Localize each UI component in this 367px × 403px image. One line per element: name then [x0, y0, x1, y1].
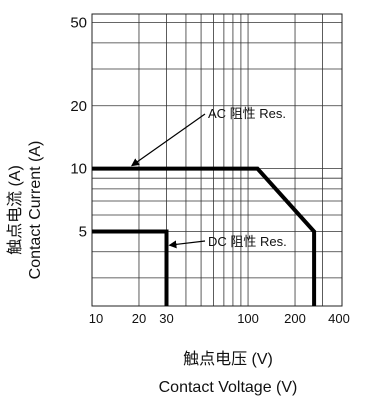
y-tick-label: 10 [70, 161, 87, 178]
annotation-ac: AC 阻性 Res. [208, 106, 286, 121]
chart-series [92, 166, 317, 306]
y-tick-labels: 5 10 20 50 [70, 15, 87, 241]
series-line-ac [92, 166, 317, 306]
y-axis-label-cn: 触点电流 (A) [6, 165, 24, 255]
x-tick-label: 400 [328, 311, 350, 326]
annotation-arrow-ac [131, 113, 206, 167]
x-axis-label-en: Contact Voltage (V) [159, 379, 298, 396]
annotation-dc: DC 阻性 Res. [208, 234, 287, 249]
series-line-dc [92, 229, 169, 306]
chart-grid [92, 14, 342, 306]
chart-annotations: AC 阻性 Res. DC 阻性 Res. [131, 106, 287, 249]
y-axis-label-en: Contact Current (A) [27, 141, 44, 280]
plot-frame [91, 13, 343, 307]
x-tick-label: 100 [237, 311, 259, 326]
y-tick-label: 5 [79, 224, 87, 241]
x-axis-label-cn: 触点电压 (V) [183, 350, 273, 368]
x-tick-label: 20 [132, 311, 146, 326]
y-tick-label: 20 [70, 98, 87, 115]
x-tick-label: 30 [159, 311, 173, 326]
x-tick-label: 200 [284, 311, 306, 326]
x-tick-label: 10 [89, 311, 103, 326]
x-tick-labels: 10 20 30 100 200 400 [89, 311, 350, 326]
y-tick-label: 50 [70, 15, 87, 32]
annotation-arrow-dc [168, 240, 206, 249]
